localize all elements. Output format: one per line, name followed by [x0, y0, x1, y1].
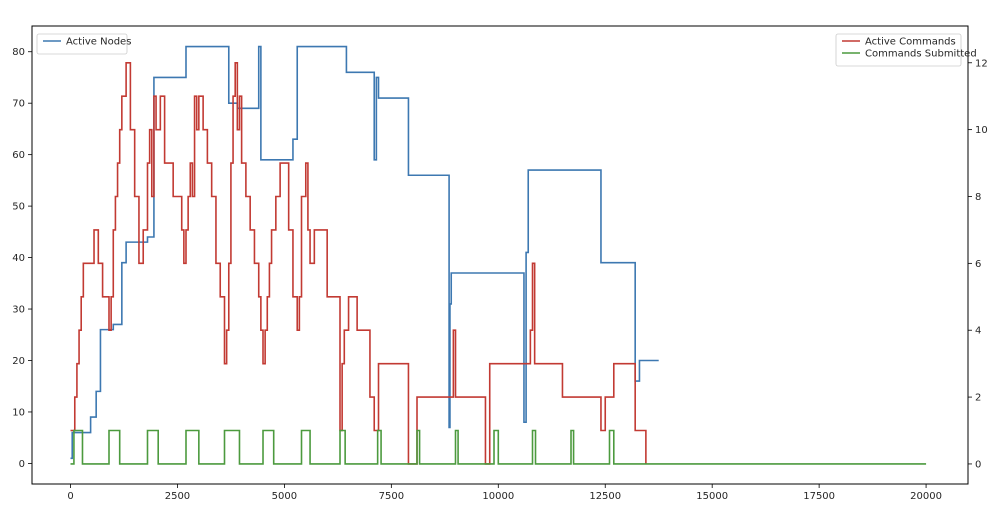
left-y-tick-label: 70: [12, 99, 25, 110]
series-layer: [70, 45, 927, 465]
left-y-tick-label: 40: [12, 253, 25, 264]
left-y-axis: 0 10 20 30 40 50 60 70 80: [12, 47, 32, 470]
x-tick-label: 15000: [696, 491, 728, 502]
x-tick-label: 10000: [482, 491, 514, 502]
right-y-tick-label: 10: [975, 125, 988, 136]
right-y-axis: 0 2 4 6 8 10 12: [968, 58, 988, 470]
x-axis: 0 2500 5000 7500 10000 12500 15000 17500 20000: [67, 484, 942, 502]
right-y-tick-label: 4: [975, 326, 981, 337]
legend-box: [835, 33, 962, 67]
legend-top-left: Active Nodes: [36, 33, 131, 55]
right-y-tick-label: 12: [975, 58, 988, 69]
left-y-tick-label: 30: [12, 305, 25, 316]
right-y-tick-label: 8: [975, 192, 981, 203]
x-tick-label: 12500: [589, 491, 621, 502]
legend-label: Active Nodes: [66, 37, 131, 48]
legend-label: Active Commands: [865, 37, 956, 48]
left-y-tick-label: 50: [12, 202, 25, 213]
series-line-commands-submitted: [70, 429, 927, 465]
x-tick-label: 7500: [379, 491, 404, 502]
left-y-tick-label: 10: [12, 407, 25, 418]
x-tick-label: 5000: [272, 491, 297, 502]
left-y-tick-label: 0: [19, 459, 25, 470]
plot-frame: [31, 25, 969, 485]
x-tick-label: 17500: [803, 491, 835, 502]
x-tick-label: 0: [67, 491, 73, 502]
left-y-tick-label: 80: [12, 47, 25, 58]
right-y-tick-label: 2: [975, 393, 981, 404]
x-tick-label: 20000: [910, 491, 942, 502]
right-y-tick-label: 0: [975, 459, 981, 470]
legend-label: Commands Submitted: [865, 49, 977, 60]
x-tick-label: 2500: [165, 491, 190, 502]
right-y-tick-label: 6: [975, 259, 981, 270]
left-y-tick-label: 60: [12, 150, 25, 161]
series-line-active-commands: [70, 61, 647, 465]
left-y-tick-label: 20: [12, 356, 25, 367]
series-line-active-nodes: [70, 45, 659, 460]
legend-box: [36, 33, 128, 55]
